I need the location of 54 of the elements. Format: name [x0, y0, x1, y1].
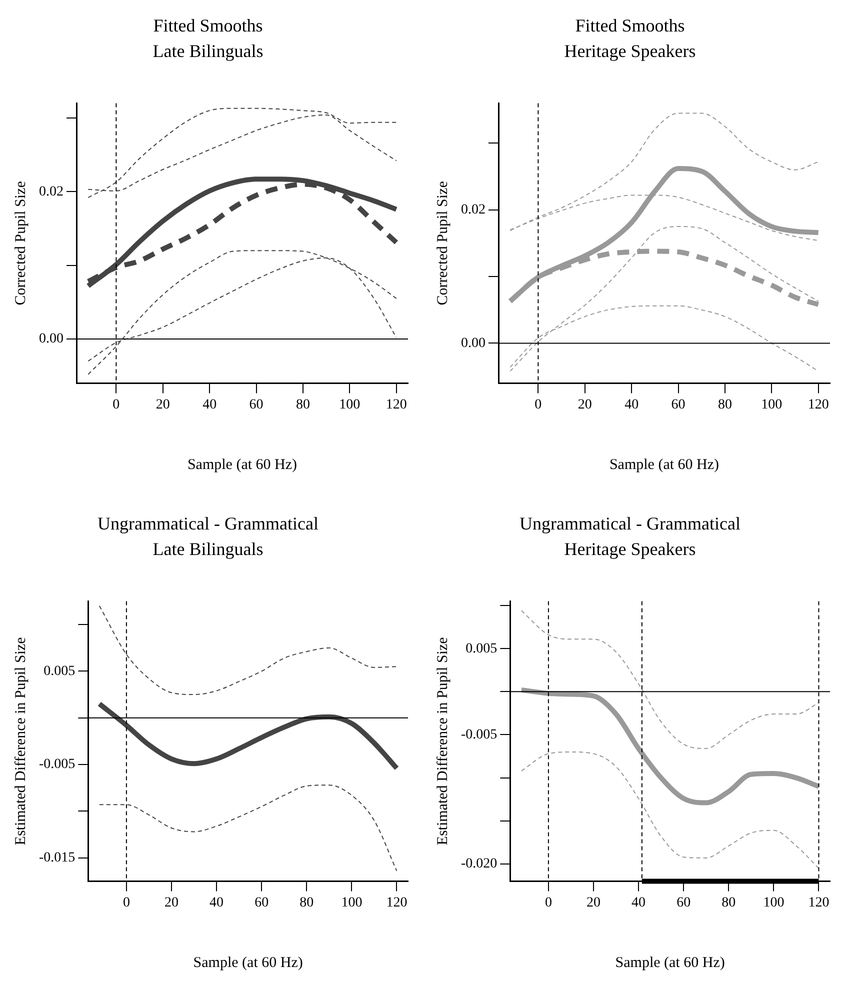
y-axis-title: Estimated Difference in Pupil Size [12, 636, 29, 846]
y-axis-title: Corrected Pupil Size [434, 180, 451, 306]
x-tick-label: 20 [578, 397, 592, 412]
x-tick-label: 100 [761, 397, 782, 412]
x-tick-label: 0 [544, 895, 552, 910]
x-tick-label: 40 [202, 397, 217, 412]
x-axis-title: Sample (at 60 Hz) [187, 456, 298, 473]
x-axis-title: Sample (at 60 Hz) [193, 954, 303, 971]
y-tick-label: 0.005 [466, 641, 498, 656]
x-tick-label: 100 [341, 895, 362, 910]
chart-subtitle: Late Bilinguals [152, 41, 264, 62]
x-tick-label: 120 [808, 895, 830, 910]
x-tick-label: 20 [156, 397, 170, 412]
y-tick-label: 0.02 [39, 184, 64, 200]
x-tick-label: 0 [112, 397, 120, 412]
x-tick-label: 40 [624, 397, 639, 412]
x-tick-label: 80 [300, 895, 314, 910]
x-axis-title: Sample (at 60 Hz) [609, 456, 720, 473]
chart-title: Ungrammatical - Grammatical [98, 514, 318, 534]
y-tick-label: 0.005 [44, 664, 76, 679]
y-tick-label: 0.02 [461, 202, 486, 218]
x-tick-label: 20 [164, 895, 178, 910]
x-tick-label: 120 [808, 397, 829, 412]
x-tick-label: 0 [122, 895, 130, 910]
x-tick-label: 80 [296, 397, 310, 412]
y-tick-label: -0.005 [460, 727, 498, 742]
y-axis-title: Corrected Pupil Size [12, 180, 29, 306]
chart-title: Ungrammatical - Grammatical [520, 514, 740, 534]
x-tick-label: 120 [386, 397, 407, 412]
x-tick-label: 0 [534, 397, 542, 412]
chart-subtitle: Late Bilinguals [152, 539, 264, 560]
x-tick-label: 80 [718, 397, 732, 412]
x-tick-label: 100 [339, 397, 360, 412]
chart-subtitle: Heritage Speakers [564, 539, 696, 560]
y-tick-label: 0.00 [39, 332, 64, 347]
chart-title: Fitted Smooths [153, 16, 263, 36]
y-axis-title: Estimated Difference in Pupil Size [434, 636, 451, 846]
x-tick-label: 40 [632, 895, 646, 910]
x-tick-label: 60 [249, 397, 264, 412]
x-tick-label: 60 [254, 895, 269, 910]
x-tick-label: 60 [671, 397, 686, 412]
x-tick-label: 40 [210, 895, 224, 910]
x-axis-title: Sample (at 60 Hz) [615, 954, 725, 971]
x-tick-label: 60 [676, 895, 691, 910]
y-tick-label: -0.015 [38, 850, 76, 866]
y-tick-label: -0.020 [460, 856, 498, 872]
chart-subtitle: Heritage Speakers [564, 41, 696, 62]
chart-title: Fitted Smooths [575, 16, 685, 36]
y-tick-label: -0.005 [38, 757, 76, 772]
x-tick-label: 120 [386, 895, 408, 910]
x-tick-label: 20 [586, 895, 600, 910]
x-tick-label: 80 [722, 895, 736, 910]
y-tick-label: 0.00 [461, 336, 486, 351]
x-tick-label: 100 [763, 895, 784, 910]
